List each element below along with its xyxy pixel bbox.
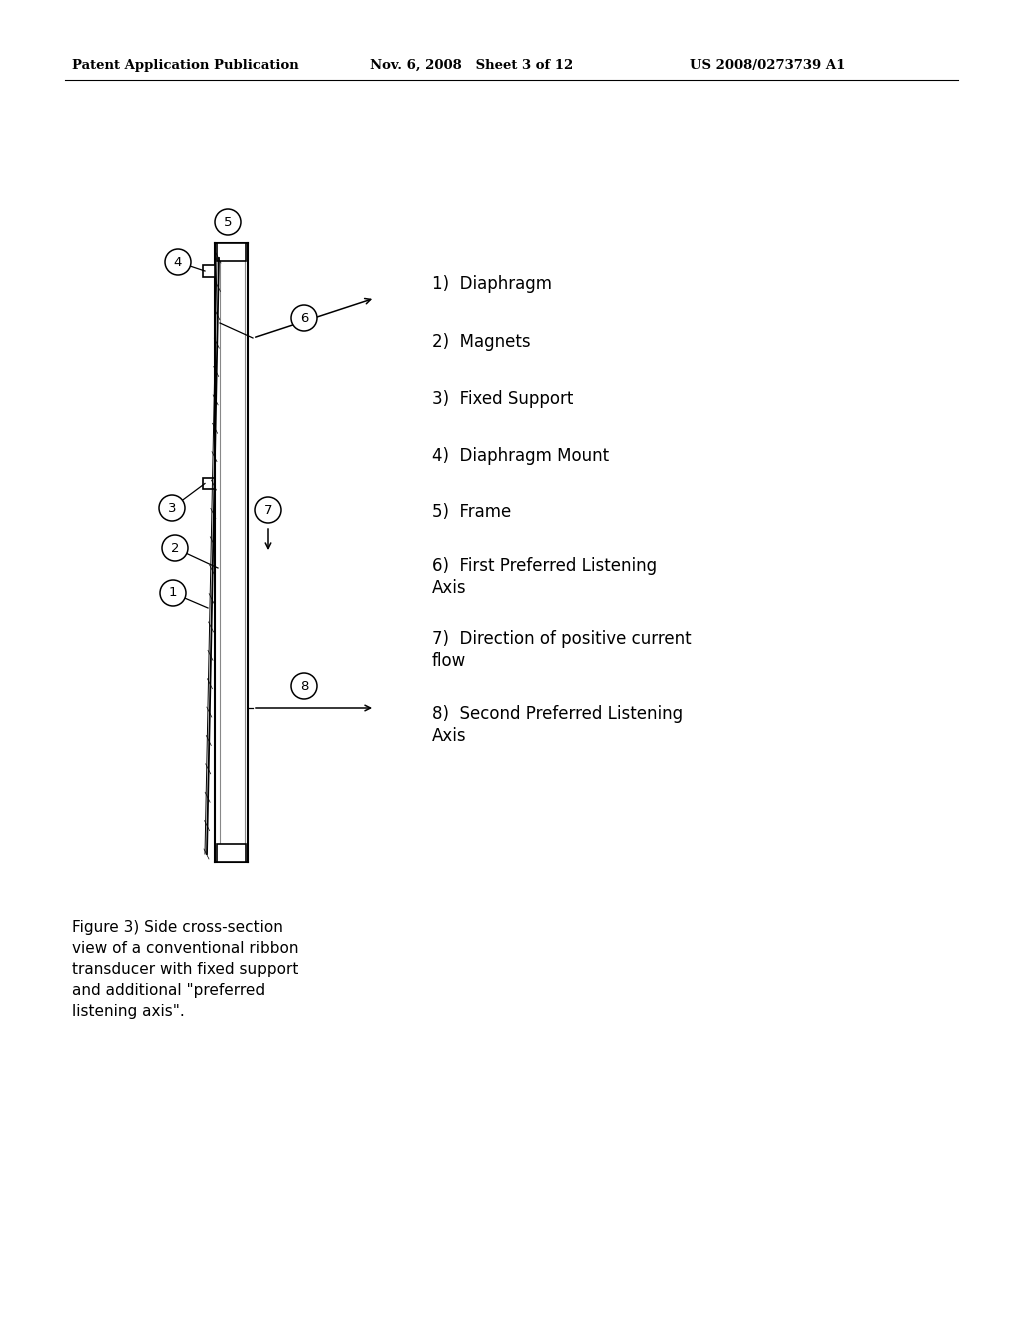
Circle shape [291,305,317,331]
Circle shape [162,535,188,561]
Circle shape [291,673,317,700]
Text: 5)  Frame: 5) Frame [432,503,511,521]
Circle shape [215,209,241,235]
Circle shape [159,495,185,521]
Text: Patent Application Publication: Patent Application Publication [72,58,299,71]
Text: 1)  Diaphragm: 1) Diaphragm [432,275,552,293]
Text: 4: 4 [174,256,182,268]
Text: 7)  Direction of positive current
flow: 7) Direction of positive current flow [432,630,691,671]
Circle shape [160,579,186,606]
Bar [203,265,215,277]
Bar [217,243,246,261]
Bar [217,843,246,862]
Bar [203,478,215,488]
Text: 3)  Fixed Support: 3) Fixed Support [432,389,573,408]
Text: 3: 3 [168,502,176,515]
Text: Figure 3) Side cross-section
view of a conventional ribbon
transducer with fixed: Figure 3) Side cross-section view of a c… [72,920,299,1019]
Text: 6)  First Preferred Listening
Axis: 6) First Preferred Listening Axis [432,557,657,597]
Text: 5: 5 [224,215,232,228]
Text: Nov. 6, 2008   Sheet 3 of 12: Nov. 6, 2008 Sheet 3 of 12 [370,58,573,71]
Text: 2)  Magnets: 2) Magnets [432,333,530,351]
Text: 4)  Diaphragm Mount: 4) Diaphragm Mount [432,447,609,465]
Circle shape [165,249,191,275]
Text: 7: 7 [264,503,272,516]
Text: 2: 2 [171,541,179,554]
Circle shape [255,498,281,523]
Text: 8)  Second Preferred Listening
Axis: 8) Second Preferred Listening Axis [432,705,683,746]
Text: 8: 8 [300,680,308,693]
Text: 6: 6 [300,312,308,325]
Text: 1: 1 [169,586,177,599]
Text: US 2008/0273739 A1: US 2008/0273739 A1 [690,58,846,71]
